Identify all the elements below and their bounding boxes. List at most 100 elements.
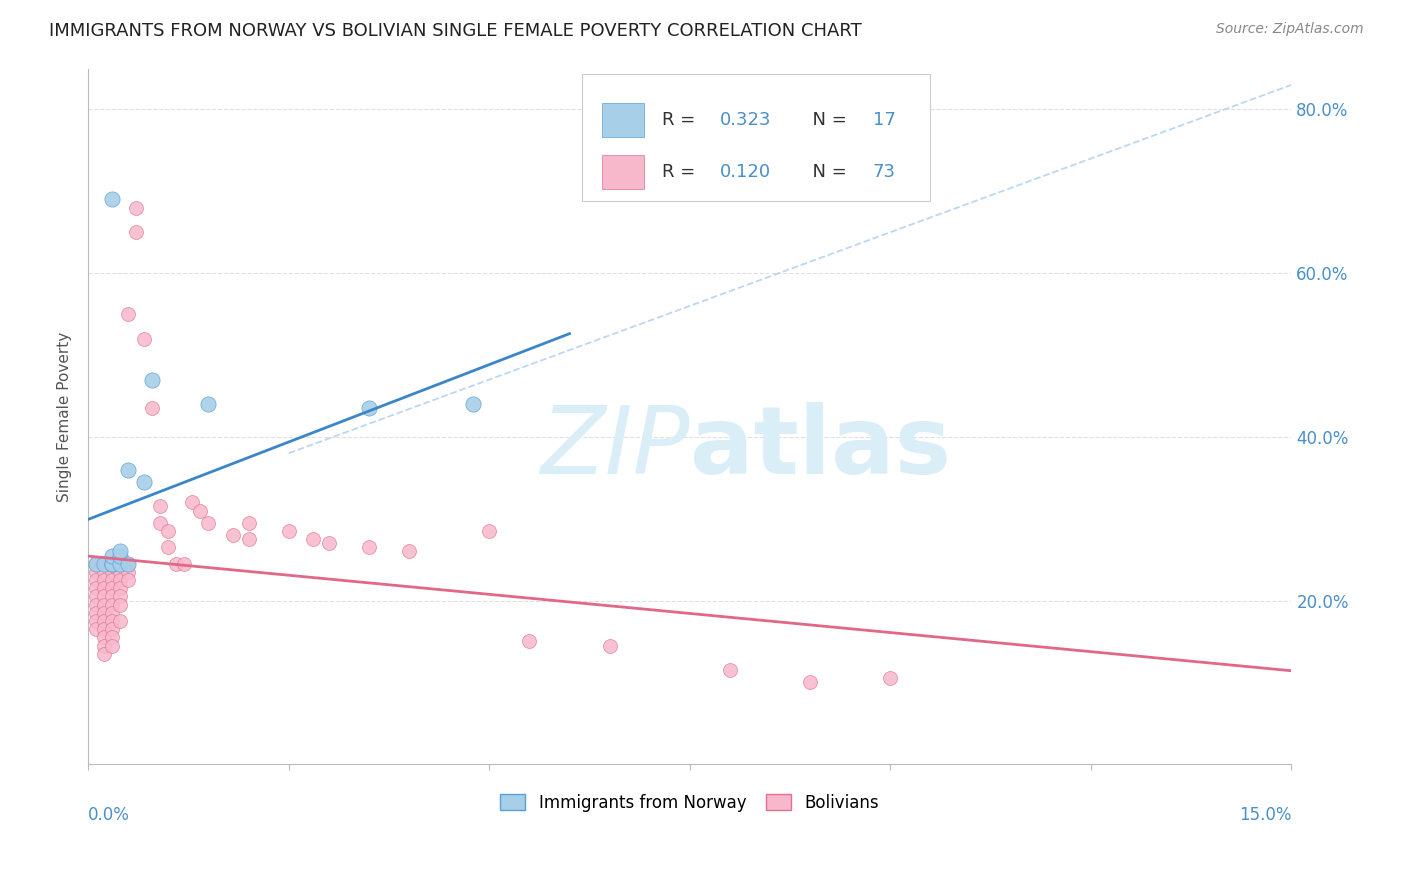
Point bbox=[190, 503, 212, 517]
Point bbox=[110, 590, 132, 604]
Point bbox=[599, 639, 621, 653]
Point bbox=[238, 516, 260, 530]
Point bbox=[84, 582, 107, 596]
Text: 0.120: 0.120 bbox=[720, 163, 770, 181]
Point bbox=[141, 401, 163, 416]
Point bbox=[165, 557, 187, 571]
Point bbox=[110, 565, 132, 579]
Point bbox=[93, 573, 115, 587]
Point bbox=[463, 397, 485, 411]
Point bbox=[125, 225, 148, 239]
Point bbox=[357, 541, 380, 555]
Point bbox=[101, 614, 124, 628]
Point bbox=[84, 557, 107, 571]
Point bbox=[110, 573, 132, 587]
Point bbox=[84, 573, 107, 587]
Text: N =: N = bbox=[800, 111, 852, 128]
Text: Source: ZipAtlas.com: Source: ZipAtlas.com bbox=[1216, 22, 1364, 37]
Text: N =: N = bbox=[800, 163, 852, 181]
Point bbox=[149, 516, 172, 530]
Point bbox=[125, 201, 148, 215]
Point bbox=[93, 631, 115, 645]
Point bbox=[101, 565, 124, 579]
Point bbox=[93, 598, 115, 612]
Point bbox=[110, 549, 132, 563]
Point bbox=[318, 536, 340, 550]
Point bbox=[117, 307, 139, 321]
Point bbox=[879, 671, 901, 685]
Point bbox=[101, 590, 124, 604]
Point bbox=[134, 332, 156, 346]
Point bbox=[101, 606, 124, 620]
Point bbox=[519, 634, 541, 648]
Point bbox=[398, 544, 420, 558]
Point bbox=[101, 549, 124, 563]
Point bbox=[101, 582, 124, 596]
Point bbox=[84, 590, 107, 604]
Point bbox=[357, 401, 380, 416]
Legend: Immigrants from Norway, Bolivians: Immigrants from Norway, Bolivians bbox=[494, 788, 886, 819]
Point bbox=[157, 524, 180, 538]
Point bbox=[117, 573, 139, 587]
Point bbox=[277, 524, 299, 538]
Point bbox=[101, 639, 124, 653]
FancyBboxPatch shape bbox=[602, 103, 644, 136]
Point bbox=[93, 639, 115, 653]
Point bbox=[101, 193, 124, 207]
Point bbox=[110, 598, 132, 612]
Point bbox=[93, 557, 115, 571]
Point bbox=[84, 557, 107, 571]
Point bbox=[117, 557, 139, 571]
Text: atlas: atlas bbox=[690, 401, 950, 493]
Point bbox=[84, 622, 107, 636]
Point bbox=[84, 565, 107, 579]
Point bbox=[93, 606, 115, 620]
Point bbox=[478, 524, 501, 538]
Point bbox=[110, 557, 132, 571]
Point bbox=[221, 528, 243, 542]
Text: IMMIGRANTS FROM NORWAY VS BOLIVIAN SINGLE FEMALE POVERTY CORRELATION CHART: IMMIGRANTS FROM NORWAY VS BOLIVIAN SINGL… bbox=[49, 22, 862, 40]
Point bbox=[84, 557, 107, 571]
Text: 17: 17 bbox=[873, 111, 896, 128]
Point bbox=[84, 557, 107, 571]
Point bbox=[84, 606, 107, 620]
Point bbox=[93, 622, 115, 636]
Point bbox=[101, 557, 124, 571]
Point bbox=[93, 590, 115, 604]
Point bbox=[149, 500, 172, 514]
Text: ZIP: ZIP bbox=[540, 402, 690, 493]
Text: 0.0%: 0.0% bbox=[89, 806, 129, 824]
Point bbox=[110, 544, 132, 558]
Point bbox=[799, 675, 821, 690]
Text: R =: R = bbox=[662, 111, 702, 128]
Point bbox=[141, 373, 163, 387]
Point bbox=[238, 532, 260, 546]
Point bbox=[110, 614, 132, 628]
Y-axis label: Single Female Poverty: Single Female Poverty bbox=[58, 331, 72, 501]
Point bbox=[101, 557, 124, 571]
Point bbox=[718, 663, 741, 677]
Point bbox=[93, 565, 115, 579]
Point bbox=[101, 557, 124, 571]
Point bbox=[117, 462, 139, 476]
Point bbox=[84, 614, 107, 628]
Point bbox=[117, 565, 139, 579]
Point bbox=[110, 557, 132, 571]
Point bbox=[84, 598, 107, 612]
FancyBboxPatch shape bbox=[602, 155, 644, 189]
Text: 15.0%: 15.0% bbox=[1239, 806, 1292, 824]
Text: R =: R = bbox=[662, 163, 702, 181]
Point bbox=[93, 582, 115, 596]
Point bbox=[93, 557, 115, 571]
Point bbox=[101, 598, 124, 612]
Point bbox=[301, 532, 323, 546]
Point bbox=[181, 495, 204, 509]
Point bbox=[110, 582, 132, 596]
Text: 73: 73 bbox=[873, 163, 896, 181]
Point bbox=[157, 541, 180, 555]
Point bbox=[84, 557, 107, 571]
Point bbox=[101, 631, 124, 645]
Point bbox=[101, 573, 124, 587]
Point bbox=[134, 475, 156, 489]
Point bbox=[197, 397, 219, 411]
